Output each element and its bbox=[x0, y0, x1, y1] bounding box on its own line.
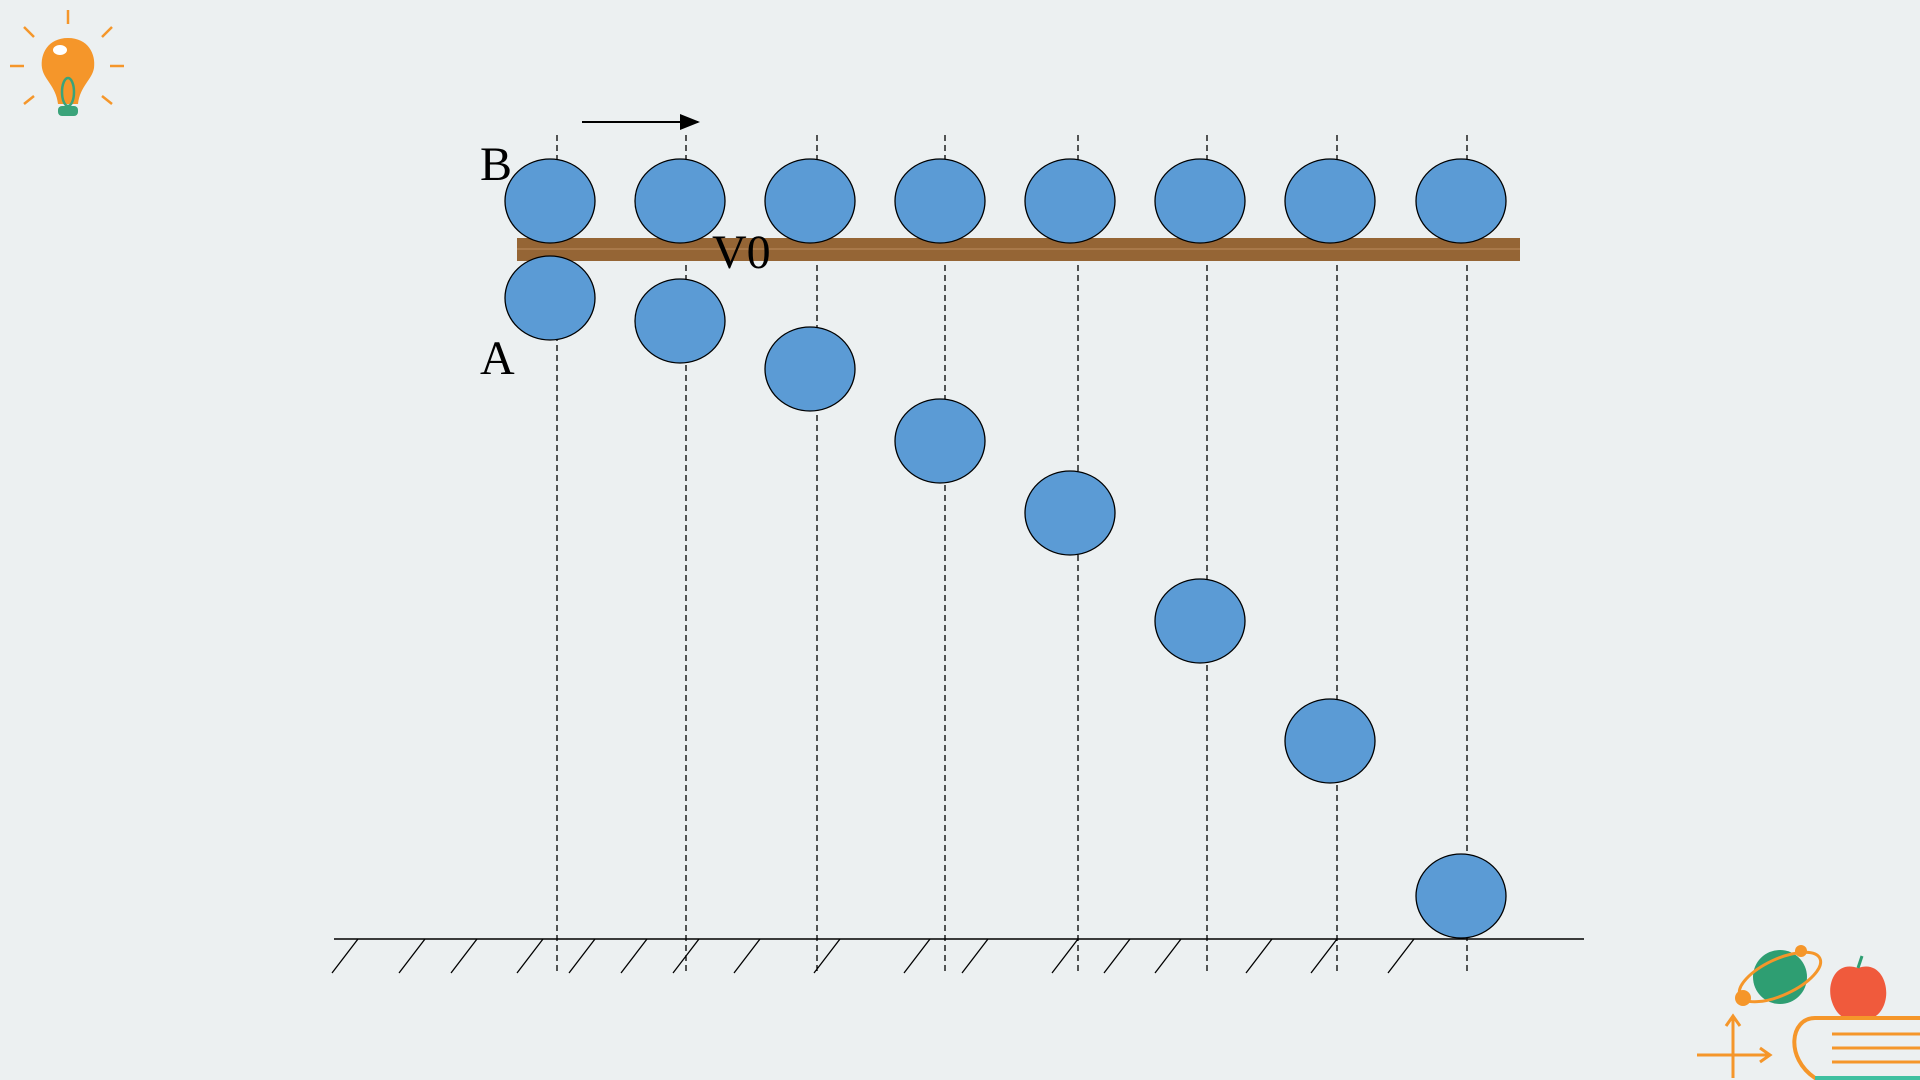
ball bbox=[894, 158, 986, 244]
ground-hatch bbox=[1310, 938, 1338, 974]
ball bbox=[1024, 470, 1116, 556]
ground bbox=[331, 938, 1584, 974]
balls bbox=[504, 158, 1507, 939]
ground-hatch bbox=[733, 938, 761, 974]
ground-hatch bbox=[672, 938, 700, 974]
ball bbox=[764, 326, 856, 412]
ball bbox=[1284, 158, 1376, 244]
ground-hatch bbox=[331, 938, 359, 974]
ball bbox=[764, 158, 856, 244]
ball bbox=[634, 158, 726, 244]
ball bbox=[894, 398, 986, 484]
ground-hatch bbox=[450, 938, 478, 974]
ball bbox=[504, 158, 596, 244]
ball bbox=[1415, 158, 1507, 244]
ball bbox=[1024, 158, 1116, 244]
ground-hatch bbox=[1245, 938, 1273, 974]
ball bbox=[1154, 158, 1246, 244]
ground-hatch bbox=[398, 938, 426, 974]
ground-hatch bbox=[1051, 938, 1079, 974]
ball bbox=[1154, 578, 1246, 664]
ground-hatch bbox=[516, 938, 544, 974]
ground-hatch bbox=[1154, 938, 1182, 974]
ground-hatch bbox=[620, 938, 648, 974]
ground-hatch bbox=[1103, 938, 1131, 974]
ground-hatch bbox=[568, 938, 596, 974]
ball bbox=[1284, 698, 1376, 784]
ground-hatch bbox=[1387, 938, 1415, 974]
label-a: A bbox=[480, 332, 515, 385]
study-icons bbox=[1697, 945, 1920, 1080]
ball bbox=[1415, 853, 1507, 939]
ground-hatch bbox=[813, 938, 841, 974]
ground-hatch bbox=[961, 938, 989, 974]
ball bbox=[634, 278, 726, 364]
label-b: B bbox=[480, 138, 512, 191]
label-v0: V0 bbox=[712, 226, 771, 279]
ball bbox=[504, 255, 596, 341]
bulb-icon bbox=[10, 10, 124, 116]
ground-hatch bbox=[903, 938, 931, 974]
